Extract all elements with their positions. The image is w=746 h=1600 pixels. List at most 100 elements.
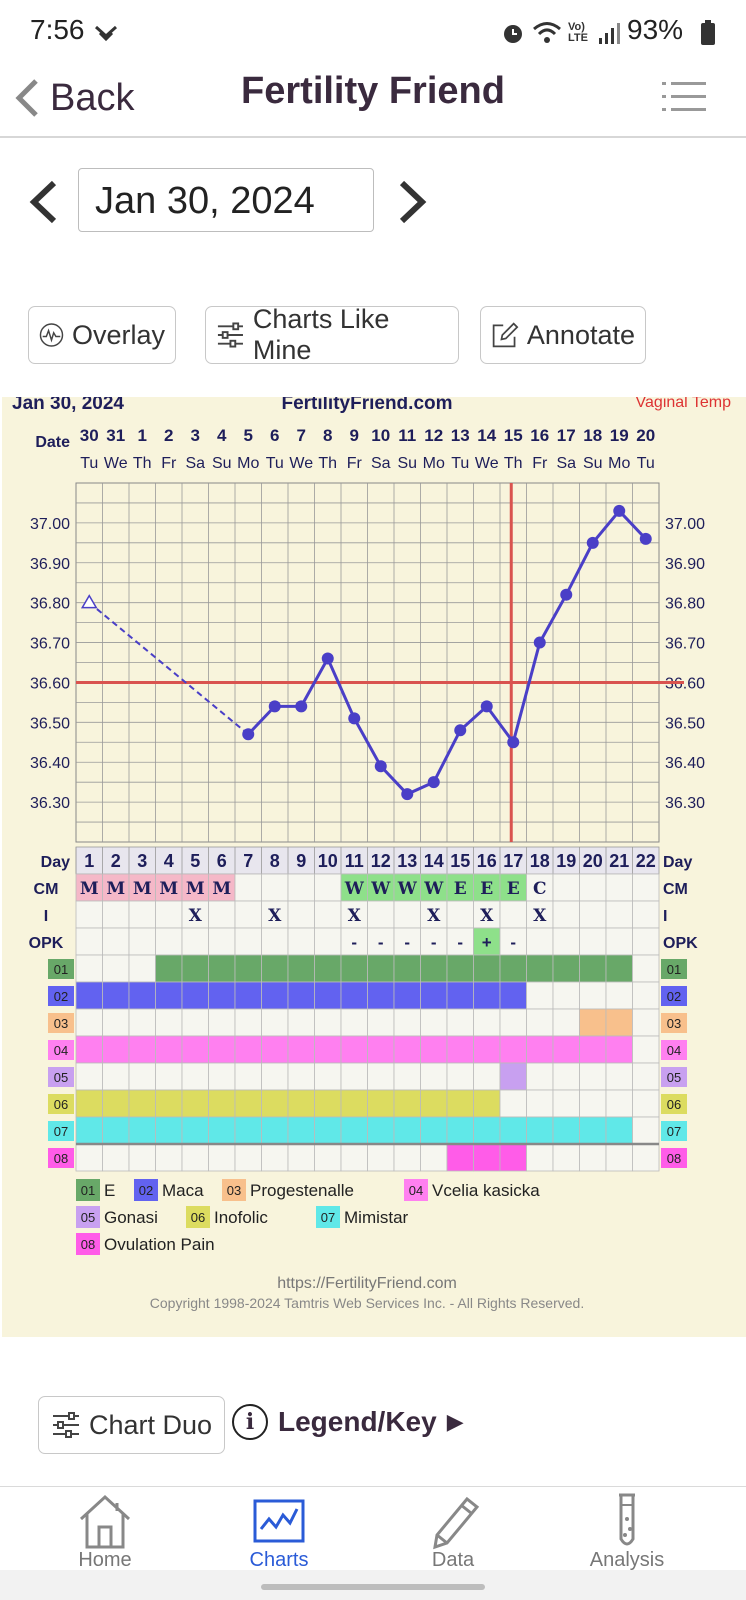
- y-tick-label: 36.50: [30, 715, 70, 732]
- supplement-cell: [605, 1116, 633, 1145]
- tab-home[interactable]: Home: [12, 1487, 198, 1571]
- supplement-cell: [75, 1143, 103, 1172]
- supplement-cell: [181, 1008, 209, 1037]
- weekday-tick-label: Th: [504, 455, 523, 472]
- cm-cell: [234, 873, 262, 902]
- cm-cell: [579, 873, 607, 902]
- weekday-tick-label: Th: [133, 455, 152, 472]
- supplement-badge-right: [661, 1121, 687, 1141]
- opk-cell: [208, 927, 236, 956]
- supplement-cell: [128, 1062, 156, 1091]
- opk-value: -: [378, 933, 384, 952]
- next-date-button[interactable]: [392, 180, 432, 224]
- charts-like-mine-button[interactable]: Charts Like Mine: [205, 304, 459, 365]
- page-title: Fertility Friend: [241, 70, 505, 112]
- previous-date-button[interactable]: [24, 180, 64, 224]
- supplement-cell: [446, 1008, 474, 1037]
- cm-cell: [314, 873, 342, 902]
- legend-key-link[interactable]: i Legend/Key ▶: [232, 1404, 464, 1440]
- day-number: 13: [397, 851, 417, 871]
- tab-analysis[interactable]: Analysis: [534, 1487, 720, 1571]
- weekday-tick-label: Fr: [161, 455, 177, 472]
- supplement-code: 08: [54, 1151, 68, 1166]
- legend-entry: Mimistar: [344, 1208, 409, 1227]
- supplement-cell: [499, 1062, 527, 1091]
- supplement-cell: [75, 1116, 103, 1145]
- supplement-cell: [208, 981, 236, 1010]
- supplement-cell: [632, 1008, 660, 1037]
- charts-like-mine-label: Charts Like Mine: [252, 304, 390, 365]
- intercourse-cell: [632, 900, 660, 929]
- tab-charts[interactable]: Charts: [186, 1487, 372, 1571]
- supplement-cell: [75, 1062, 103, 1091]
- weekday-tick-label: Fr: [532, 455, 548, 472]
- chart-duo-button[interactable]: Chart Duo: [38, 1396, 226, 1454]
- back-button[interactable]: Back: [14, 70, 134, 126]
- supplement-cell: [393, 981, 421, 1010]
- supplement-cell: [314, 981, 342, 1010]
- supplement-cell: [420, 1062, 448, 1091]
- supplement-cell: [75, 1008, 103, 1037]
- weekday-tick-label: Su: [397, 455, 417, 472]
- opk-cell: [102, 927, 130, 956]
- supplement-cell: [340, 1035, 368, 1064]
- sliders-icon: [53, 1412, 79, 1438]
- supplement-badge-right: [661, 986, 687, 1006]
- supplement-cell: [128, 1035, 156, 1064]
- battery-icon: [701, 20, 715, 45]
- supplement-cell: [314, 1035, 342, 1064]
- supplement-cell: [499, 1008, 527, 1037]
- supplement-cell: [128, 1008, 156, 1037]
- intercourse-cell: [102, 900, 130, 929]
- annotate-label: Annotate: [526, 319, 635, 350]
- y-tick-label: 36.90: [30, 556, 70, 573]
- supplement-cell: [181, 981, 209, 1010]
- supplement-cell: [287, 981, 315, 1010]
- supplement-cell: [75, 1035, 103, 1064]
- date-field[interactable]: Jan 30, 2024: [78, 168, 374, 232]
- weekday-tick-label: Tu: [637, 455, 655, 472]
- supplement-cell: [473, 981, 501, 1010]
- supplement-cell: [261, 1035, 289, 1064]
- intercourse-cell: [287, 900, 315, 929]
- temp-point: [454, 724, 467, 737]
- chart-icon: [253, 1499, 305, 1543]
- play-arrow-icon: ▶: [446, 1409, 464, 1434]
- supplement-cell: [234, 1116, 262, 1145]
- supplement-cell: [208, 1143, 236, 1172]
- supplement-cell: [234, 1035, 262, 1064]
- opk-value: -: [351, 933, 357, 952]
- supplement-badge: [48, 1067, 74, 1087]
- supplement-cell: [314, 954, 342, 983]
- supplement-cell: [208, 1116, 236, 1145]
- annotate-button[interactable]: Annotate: [480, 306, 646, 364]
- cm-value: C: [533, 879, 547, 899]
- supplement-cell: [579, 1116, 607, 1145]
- supplement-cell: [155, 981, 183, 1010]
- date-tick-label: 2: [164, 426, 173, 445]
- intercourse-mark: X: [268, 906, 282, 926]
- chart-copyright: Copyright 1998-2024 Tamtris Web Services…: [150, 1295, 584, 1311]
- supplement-cell: [552, 1062, 580, 1091]
- date-tick-label: 3: [191, 426, 200, 445]
- supplement-cell: [446, 981, 474, 1010]
- supplement-cell: [420, 1089, 448, 1118]
- supplement-cell: [632, 981, 660, 1010]
- date-tick-label: 18: [583, 426, 602, 445]
- list-menu-icon[interactable]: [662, 80, 706, 114]
- overlay-button[interactable]: Overlay: [28, 306, 176, 364]
- tab-data[interactable]: Data: [360, 1487, 546, 1571]
- opk-cell: [605, 927, 633, 956]
- day-number: 1: [84, 851, 94, 871]
- legend-code: 01: [81, 1183, 95, 1198]
- supplement-cell: [208, 1008, 236, 1037]
- supplement-cell: [393, 954, 421, 983]
- opk_label-row-label-right: OPK: [663, 935, 698, 952]
- tab-charts-label: Charts: [249, 1549, 309, 1571]
- supplement-badge: [48, 1121, 74, 1141]
- supplement-cell: [75, 954, 103, 983]
- cm_label-row-label: CM: [34, 881, 59, 898]
- supplement-cell: [181, 1035, 209, 1064]
- opk_label-row-label: OPK: [29, 935, 64, 952]
- date-tick-label: 1: [138, 426, 147, 445]
